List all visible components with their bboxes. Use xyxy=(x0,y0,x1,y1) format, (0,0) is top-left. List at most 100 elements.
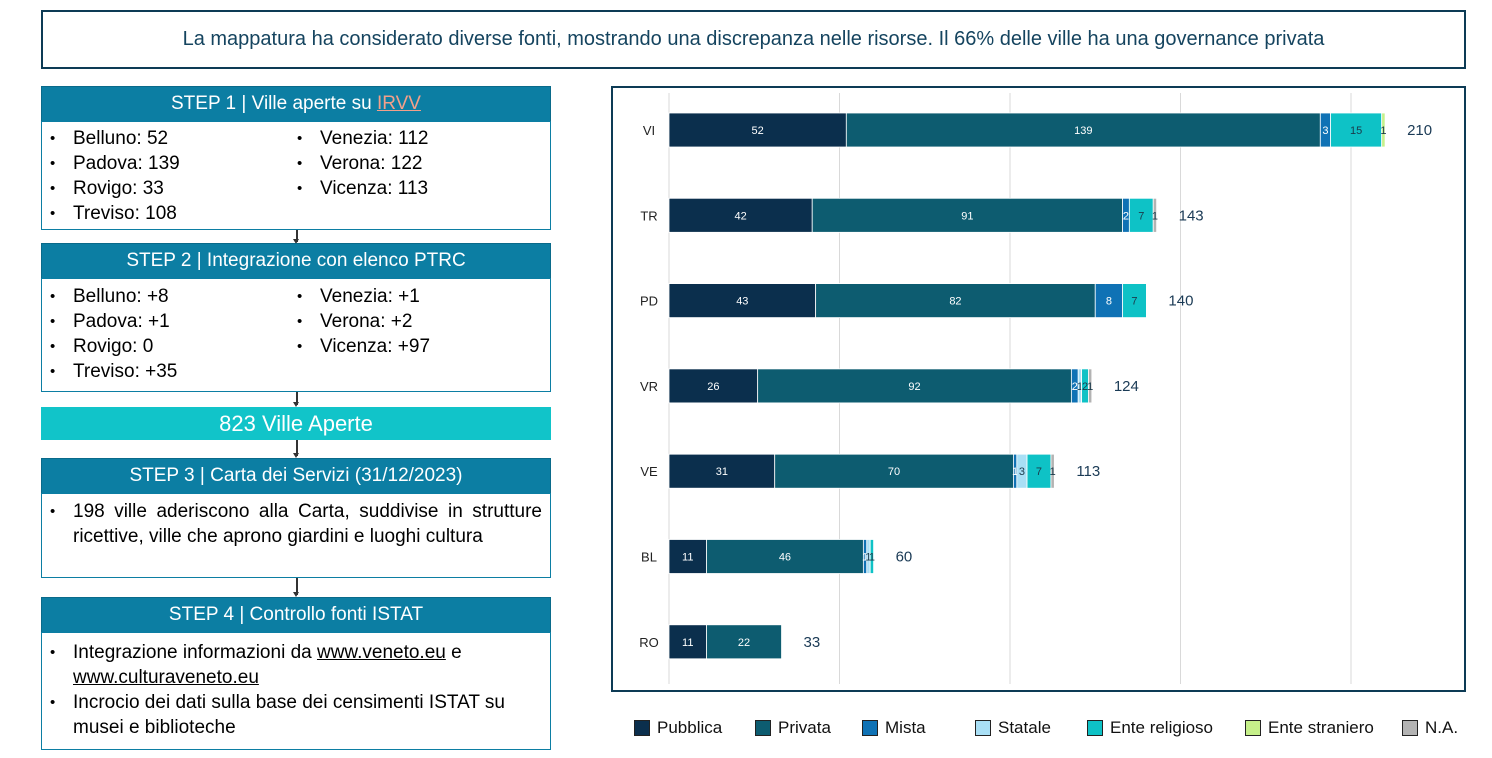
total-ville-text: 823 Ville Aperte xyxy=(219,410,373,436)
connector-arrow xyxy=(293,230,299,244)
step-4-list: Integrazione informazioni da www.veneto.… xyxy=(42,640,542,740)
step-2-left-list: Belluno: +8 Padova: +1 Rovigo: 0 Treviso… xyxy=(42,284,177,384)
data-label: 42 xyxy=(734,210,746,222)
data-label: 2 xyxy=(1123,210,1129,222)
category-label: BL xyxy=(641,550,657,565)
step-4-title: STEP 4 | Controllo fonti ISTAT xyxy=(168,604,424,625)
total-label: 143 xyxy=(1179,207,1204,224)
bar-segment xyxy=(1088,368,1093,404)
data-label: 91 xyxy=(961,210,973,222)
data-label: 7 xyxy=(1138,210,1144,222)
category-label: RO xyxy=(639,635,659,650)
category-label: PD xyxy=(640,294,658,309)
data-label: 3 xyxy=(1019,466,1025,478)
step-3-body: 198 ville aderiscono alla Carta, suddivi… xyxy=(41,493,551,578)
legend-item: Mista xyxy=(862,716,926,740)
step-3-title: STEP 3 | Carta dei Servizi (31/12/2023) xyxy=(129,465,463,486)
veneto-link[interactable]: www.veneto.eu xyxy=(316,642,446,663)
legend-swatch xyxy=(634,720,650,736)
total-label: 33 xyxy=(804,634,821,651)
step-3-list: 198 ville aderiscono alla Carta, suddivi… xyxy=(42,499,542,549)
bar-segment xyxy=(668,197,813,233)
list-item: Treviso: 108 xyxy=(42,201,180,226)
legend-item: Statale xyxy=(975,716,1051,740)
legend-swatch xyxy=(755,720,771,736)
total-label: 210 xyxy=(1407,122,1432,139)
data-label: 2 xyxy=(1072,381,1078,393)
legend-label: Ente religioso xyxy=(1110,718,1214,737)
bar-segment xyxy=(845,112,1321,148)
legend-label: Privata xyxy=(778,718,831,737)
bar-segment xyxy=(1330,112,1383,148)
total-ville-box: 823 Ville Aperte xyxy=(41,407,551,440)
legend-item: N.A. xyxy=(1402,716,1458,740)
legend-label: Statale xyxy=(998,718,1051,737)
bar-segment xyxy=(1122,283,1147,319)
bar-segment xyxy=(774,453,1014,489)
legend-swatch xyxy=(1245,720,1261,736)
bar-segment xyxy=(668,112,847,148)
connector-arrow xyxy=(293,578,299,597)
irvv-link[interactable]: IRVV xyxy=(376,93,421,114)
data-label: 11 xyxy=(682,637,693,649)
data-label: 2 xyxy=(1082,381,1088,393)
data-label: 1 xyxy=(1380,125,1386,137)
legend-swatch xyxy=(862,720,878,736)
bar-segment xyxy=(869,539,875,574)
step-1-left-list: Belluno: 52 Padova: 139 Rovigo: 33 Trevi… xyxy=(42,126,180,226)
data-label: 82 xyxy=(949,296,961,308)
legend-item: Ente religioso xyxy=(1087,716,1213,740)
legend-item: Ente straniero xyxy=(1245,716,1374,740)
list-item: Venezia: +1 xyxy=(289,284,430,309)
list-item: 198 ville aderiscono alla Carta, suddivi… xyxy=(42,499,542,549)
data-label: 1 xyxy=(1050,466,1056,478)
legend-swatch xyxy=(975,720,991,736)
data-label: 52 xyxy=(752,125,764,137)
list-item: Vicenza: +97 xyxy=(289,334,430,359)
data-label: 8 xyxy=(1106,296,1112,308)
legend-swatch xyxy=(1402,720,1418,736)
total-label: 124 xyxy=(1114,378,1139,395)
headline-banner: La mappatura ha considerato diverse font… xyxy=(41,10,1466,69)
legend-item: Privata xyxy=(755,716,831,740)
legend-label: Mista xyxy=(885,718,926,737)
step-1-right-list: Venezia: 112 Verona: 122 Vicenza: 113 xyxy=(289,126,428,201)
data-label: 1 xyxy=(865,552,871,564)
category-label: TR xyxy=(640,208,657,223)
step-2-title: STEP 2 | Integrazione con elenco PTRC xyxy=(126,250,466,271)
list-item: Padova: 139 xyxy=(42,151,180,176)
connector-arrow xyxy=(293,440,299,458)
list-item: Belluno: 52 xyxy=(42,126,180,151)
legend-label: Ente straniero xyxy=(1268,718,1374,737)
bar-segment xyxy=(1094,283,1123,319)
bar-segment xyxy=(1152,197,1158,233)
legend-label: N.A. xyxy=(1425,718,1459,737)
data-label: 139 xyxy=(1074,125,1092,137)
legend-item: Pubblica xyxy=(634,716,722,740)
data-label: 15 xyxy=(1350,125,1362,137)
data-label: 46 xyxy=(779,552,791,564)
step-2-body: Belluno: +8 Padova: +1 Rovigo: 0 Treviso… xyxy=(41,278,551,392)
data-label: 92 xyxy=(908,381,920,393)
data-label: 1 xyxy=(1152,210,1158,222)
bar-segment xyxy=(706,624,782,660)
data-label: 70 xyxy=(888,466,900,478)
culturaveneto-link[interactable]: www.culturaveneto.eu xyxy=(73,667,259,688)
data-label: 1 xyxy=(869,552,875,564)
list-item: Venezia: 112 xyxy=(289,126,428,151)
total-label: 140 xyxy=(1168,293,1193,310)
data-label: 7 xyxy=(1131,296,1137,308)
bullet-text: e xyxy=(445,642,462,663)
data-label: 22 xyxy=(738,637,750,649)
data-label: 1 xyxy=(1087,381,1093,393)
bar-segment xyxy=(1381,112,1386,148)
data-label: 1 xyxy=(862,552,868,564)
step-4-body: Integrazione informazioni da www.veneto.… xyxy=(41,632,551,750)
list-item: Vicenza: 113 xyxy=(289,176,428,201)
list-item: Rovigo: 33 xyxy=(42,176,180,201)
data-label: 1 xyxy=(1077,381,1083,393)
bar-segment xyxy=(668,368,759,404)
step-2-right-list: Venezia: +1 Verona: +2 Vicenza: +97 xyxy=(289,284,430,359)
legend-label: Pubblica xyxy=(657,718,723,737)
list-item: Belluno: +8 xyxy=(42,284,177,309)
